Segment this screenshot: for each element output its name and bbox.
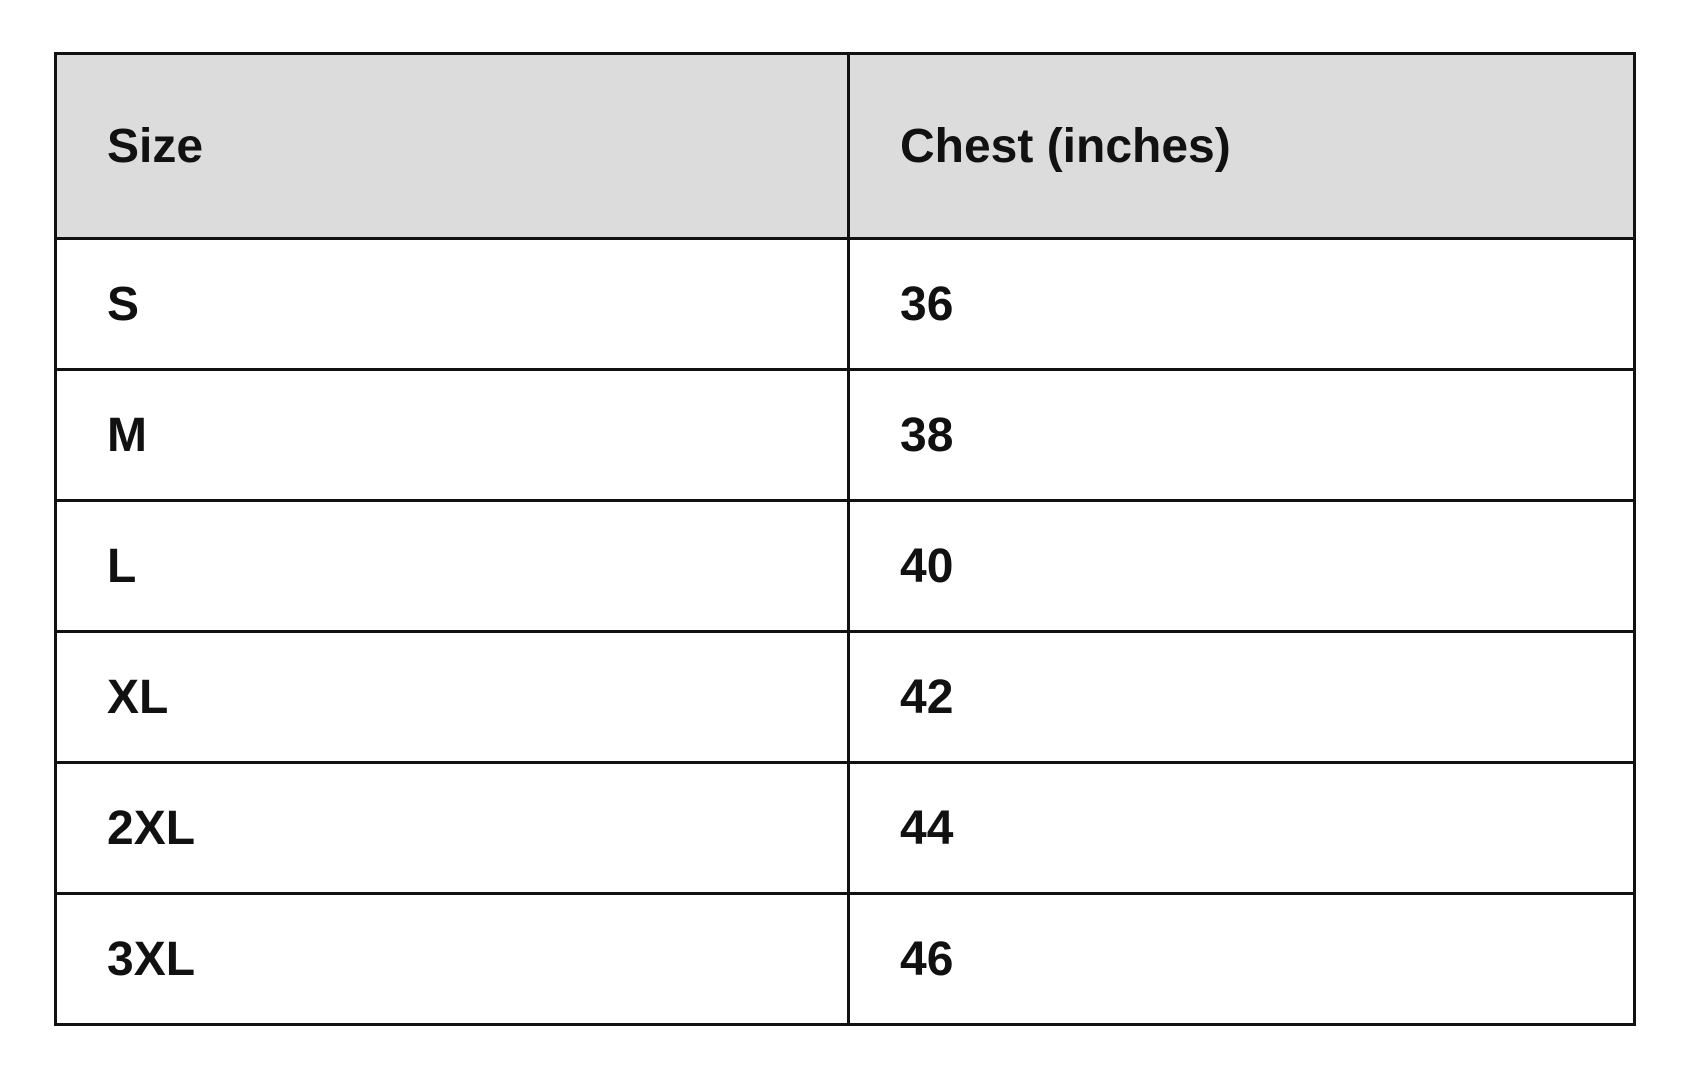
chest-cell: 40 bbox=[847, 499, 1636, 633]
size-cell: L bbox=[54, 499, 850, 633]
header-chest: Chest (inches) bbox=[847, 52, 1636, 240]
size-cell: 3XL bbox=[54, 892, 850, 1026]
table-row: L 40 bbox=[54, 499, 1636, 633]
size-cell: 2XL bbox=[54, 761, 850, 895]
header-row: Size Chest (inches) bbox=[54, 52, 1636, 240]
table-row: M 38 bbox=[54, 368, 1636, 502]
table-row: S 36 bbox=[54, 237, 1636, 371]
chest-cell: 38 bbox=[847, 368, 1636, 502]
chest-cell: 42 bbox=[847, 630, 1636, 764]
table-row: XL 42 bbox=[54, 630, 1636, 764]
header-size: Size bbox=[54, 52, 850, 240]
table-row: 3XL 46 bbox=[54, 892, 1636, 1026]
chest-cell: 36 bbox=[847, 237, 1636, 371]
size-cell: M bbox=[54, 368, 850, 502]
size-chart-table: Size Chest (inches) S 36 M 38 L 40 XL 42 2XL 44 3X… bbox=[54, 52, 1636, 1026]
size-cell: XL bbox=[54, 630, 850, 764]
chest-cell: 44 bbox=[847, 761, 1636, 895]
table-row: 2XL 44 bbox=[54, 761, 1636, 895]
chest-cell: 46 bbox=[847, 892, 1636, 1026]
size-cell: S bbox=[54, 237, 850, 371]
